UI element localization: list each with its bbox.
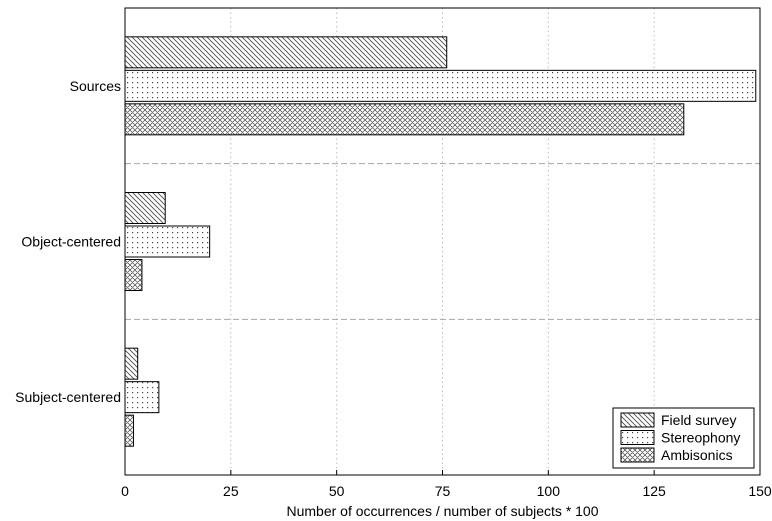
- x-tick-label: 100: [537, 483, 561, 499]
- x-tick-label: 0: [121, 483, 129, 499]
- x-axis-label: Number of occurrences / number of subjec…: [286, 503, 598, 519]
- legend-label: Ambisonics: [661, 447, 733, 463]
- bar-ambisonics: [124, 414, 134, 447]
- legend-label: Stereophony: [661, 430, 740, 446]
- bar-stereophony: [124, 225, 211, 258]
- bar-field-survey: [124, 36, 448, 69]
- x-tick-label: 150: [748, 483, 772, 499]
- x-tick-label: 50: [329, 483, 345, 499]
- group-separators: [125, 163, 760, 320]
- legend-swatch: [620, 412, 655, 428]
- category-label: Object-centered: [21, 234, 121, 250]
- bar-stereophony: [124, 69, 757, 102]
- x-ticks: 0 25 50 75 100 125 150: [121, 470, 772, 499]
- bar-ambisonics: [124, 259, 143, 291]
- x-tick-label: 75: [435, 483, 451, 499]
- legend-swatch: [620, 447, 655, 463]
- bar-ambisonics: [124, 103, 685, 136]
- legend-swatch: [620, 430, 655, 445]
- legend-label: Field survey: [661, 412, 736, 428]
- x-tick-label: 125: [642, 483, 666, 499]
- bar-field-survey: [124, 192, 166, 224]
- category-label: Sources: [70, 78, 121, 94]
- bar-field-survey: [124, 347, 139, 380]
- bars: [124, 36, 757, 447]
- x-tick-label: 25: [223, 483, 239, 499]
- bar-stereophony: [124, 381, 160, 414]
- category-labels: Sources Object-centered Subject-centered: [15, 78, 121, 405]
- category-label: Subject-centered: [15, 389, 121, 405]
